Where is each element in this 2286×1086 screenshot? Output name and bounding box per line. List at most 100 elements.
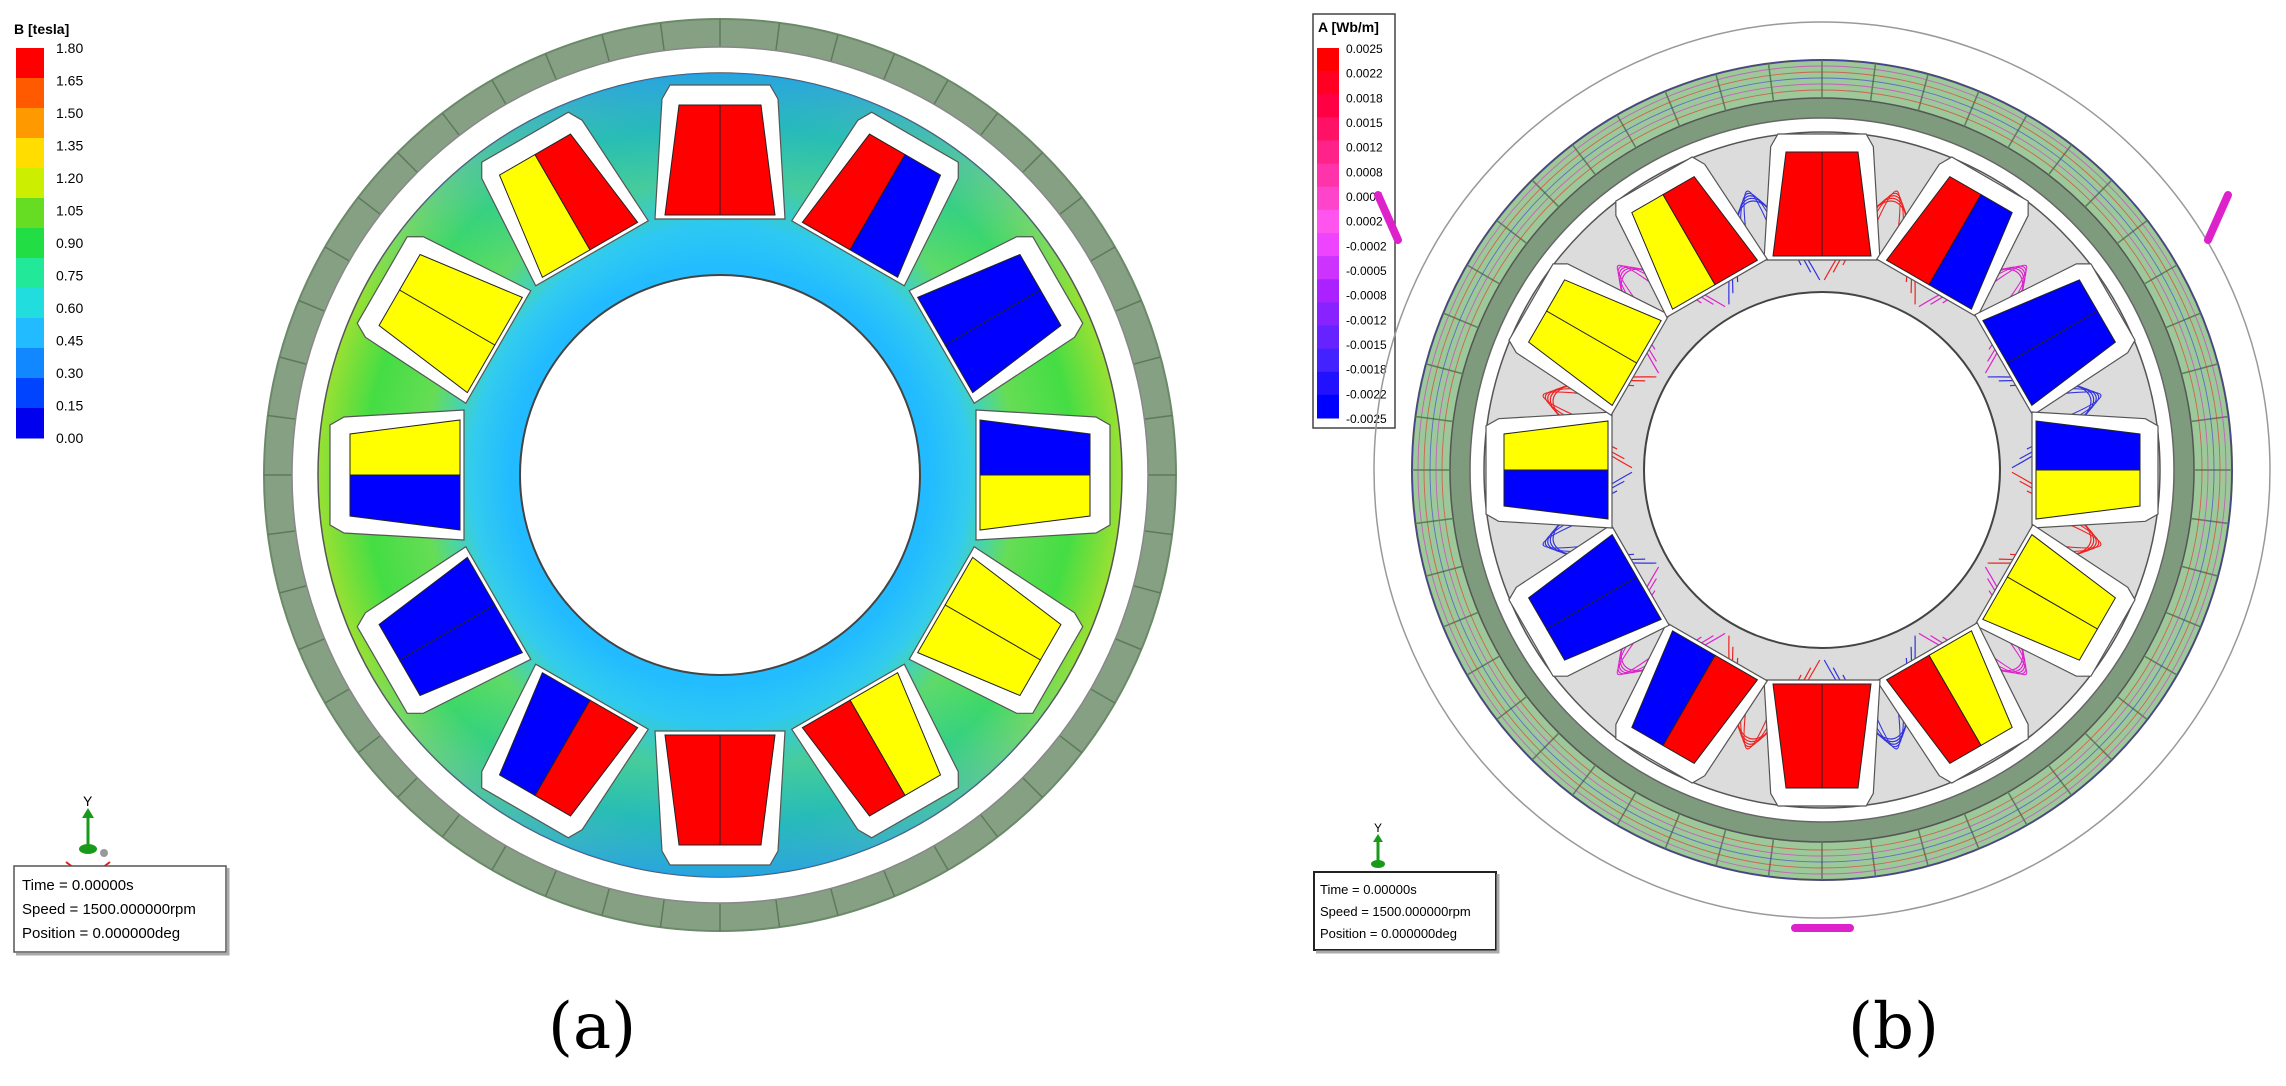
magnet-slot <box>1974 523 2136 677</box>
ring-segment-line <box>979 112 999 136</box>
magnet-half <box>498 671 591 797</box>
magnet-half <box>2006 310 2117 407</box>
magnet-half <box>349 419 461 476</box>
panel-b-legend-swatch <box>1317 256 1339 280</box>
ring-segment-line <box>933 845 949 871</box>
ring-segment-line <box>397 777 418 798</box>
panel-b-info-box: Time = 0.00000s Speed = 1500.000000rpm P… <box>1313 871 1500 954</box>
ring-segment-line <box>775 22 781 51</box>
magnet-slot <box>481 663 650 839</box>
panel-b-legend-swatch <box>1317 140 1339 165</box>
ring-segment-line <box>441 112 461 136</box>
panel-b-legend-swatch <box>1317 348 1339 373</box>
panel-a-legend-swatch <box>16 258 44 289</box>
panel-b-speed: Speed = 1500.000000rpm <box>1320 904 1471 919</box>
panel-a-legend-swatch <box>16 318 44 349</box>
magnet-slot <box>1875 622 2029 784</box>
panel-b-legend-swatch <box>1317 233 1339 257</box>
panel-a-legend-tick-label: 0.60 <box>56 300 83 316</box>
panel-b-legend-colorbar <box>1317 48 1339 419</box>
panel-a-legend-swatch <box>16 288 44 319</box>
panel-b-legend-tick-label: -0.0025 <box>1346 412 1387 426</box>
panel-a-bore <box>519 274 921 676</box>
panel-a-legend-swatch <box>16 198 44 229</box>
panel-b: A [Wb/m] 0.0025 0.0022 0.0018 0.0015 0.0012 0… <box>1312 13 2271 954</box>
panel-b-boundary-marks <box>1374 191 2232 932</box>
panel-a-legend-swatch <box>16 108 44 139</box>
panel-b-legend-swatch <box>1317 371 1339 396</box>
panel-a-legend-colorbar <box>16 48 44 439</box>
ring-segment-line <box>397 152 418 173</box>
ring-segment-line <box>357 734 381 754</box>
magnet-slot <box>1615 622 1769 784</box>
panel-b-boundary <box>1373 21 2271 919</box>
magnet-half <box>378 556 496 661</box>
panel-a: B [tesla] 1.80 1.65 1.50 1.35 1.20 1.05 0.90 0.… <box>13 18 1177 956</box>
panel-b-motor <box>1373 21 2271 932</box>
panel-a-info-box: Time = 0.00000s Speed = 1500.000000rpm P… <box>13 865 230 956</box>
magnet-half <box>801 699 906 817</box>
ring-segment-line <box>830 888 839 916</box>
panel-b-legend: A [Wb/m] 0.0025 0.0022 0.0018 0.0015 0.0012 0… <box>1312 13 1396 429</box>
ring-segment-line <box>441 814 461 838</box>
magnet-half <box>979 474 1091 531</box>
panel-a-legend-tick-label: 0.15 <box>56 398 83 414</box>
panel-a-legend-swatch <box>16 378 44 409</box>
panel-a-legend-tick-label: 1.80 <box>56 40 83 56</box>
ring-segment-line <box>659 899 665 928</box>
panel-a-legend-tick-label: 0.30 <box>56 365 83 381</box>
ring-segment-line <box>830 34 839 62</box>
ring-segment-line <box>1090 246 1116 262</box>
magnet-slot <box>654 84 786 220</box>
ring-segment-line <box>324 688 350 704</box>
panel-b-legend-swatch <box>1317 209 1339 234</box>
ring-segment-line <box>491 79 507 105</box>
ring-segment-line <box>775 899 781 928</box>
ring-segment-line <box>883 870 896 897</box>
magnet-half <box>1772 683 1823 789</box>
ring-segment-line <box>279 585 307 594</box>
ring-segment-line <box>1059 196 1083 216</box>
magnet-half <box>849 153 942 279</box>
panel-b-magnets <box>1485 133 2159 807</box>
magnet-slot <box>1763 679 1881 807</box>
panel-a-legend-tick-label: 1.50 <box>56 105 83 121</box>
panel-b-legend-swatch <box>1317 325 1339 350</box>
magnet-half <box>664 734 721 846</box>
panel-a-speed: Speed = 1500.000000rpm <box>22 901 196 918</box>
panel-b-legend-tick-label: -0.0012 <box>1346 313 1387 327</box>
magnet-slot <box>908 236 1084 405</box>
ring-segment-line <box>267 530 296 536</box>
ring-segment-line <box>491 845 507 871</box>
ring-segment-line <box>1022 152 1043 173</box>
magnet-slot <box>908 545 1084 714</box>
panel-b-bore <box>1643 291 2001 649</box>
panel-b-legend-tick-label: -0.0018 <box>1346 363 1387 377</box>
panel-a-time: Time = 0.00000s <box>22 877 134 894</box>
ring-segment-line <box>1090 688 1116 704</box>
magnet-half <box>1982 576 2099 661</box>
panel-b-legend-swatch <box>1317 71 1339 95</box>
panel-b-legend-tick-label: -0.0002 <box>1346 239 1387 253</box>
panel-b-legend-tick-label: -0.0022 <box>1346 387 1387 401</box>
panel-b-legend-title: A [Wb/m] <box>1318 19 1379 35</box>
magnet-half <box>1928 193 2013 310</box>
ring-segment-line <box>267 414 296 420</box>
panel-b-legend-tick-label: 0.0018 <box>1346 91 1383 105</box>
ring-segment-line <box>1022 777 1043 798</box>
panel-a-magnets <box>329 84 1111 866</box>
flux-ring-line <box>1417 65 2227 875</box>
ring-segment-line <box>1115 638 1142 651</box>
magnet-slot <box>329 409 465 541</box>
panel-b-legend-tick-label: 0.0002 <box>1346 215 1383 229</box>
panel-a-legend-tick-label: 1.35 <box>56 138 83 154</box>
magnet-slot <box>2031 411 2159 529</box>
panel-b-legend-swatch <box>1317 279 1339 303</box>
panel-a-legend-swatch <box>16 48 44 79</box>
panel-b-legend-tick-label: -0.0015 <box>1346 338 1387 352</box>
panel-a-legend-tick-label: 0.90 <box>56 235 83 251</box>
magnet-slot <box>1508 263 1670 417</box>
magnet-slot <box>975 409 1111 541</box>
magnet-slot <box>1508 523 1670 677</box>
panel-b-legend-swatch <box>1317 94 1339 118</box>
